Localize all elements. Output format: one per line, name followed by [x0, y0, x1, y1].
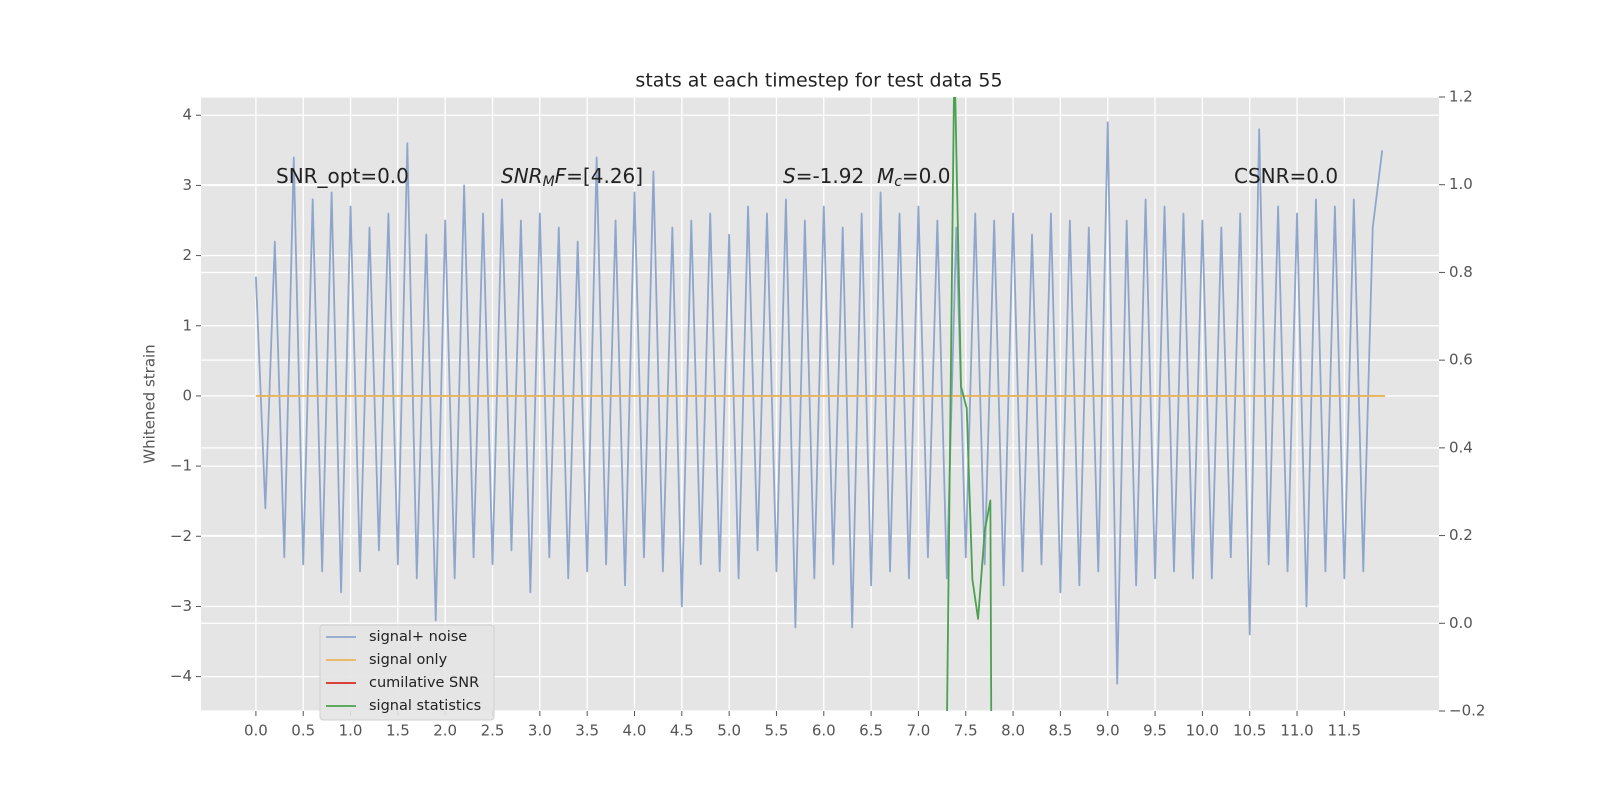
x-tick-label: 4.5 — [670, 722, 694, 740]
legend-box — [319, 624, 495, 721]
y-tick-label: 0 — [182, 386, 192, 404]
x-tick-label: 3.0 — [528, 722, 552, 740]
annotation: CSNR=0.0 — [1234, 164, 1338, 188]
x-tick-label: 9.5 — [1143, 722, 1167, 740]
annotation-run: =0.0 — [902, 164, 951, 188]
x-tick-label: 9.0 — [1096, 722, 1120, 740]
y-axis-label: Whitened strain — [141, 344, 159, 463]
y-tick-label: 3 — [182, 176, 192, 194]
annotation: S=-1.92 Mc=0.0 — [783, 164, 950, 191]
plot-marks — [254, 97, 1386, 711]
series-line — [946, 97, 993, 711]
y-tick-label: −4 — [170, 667, 192, 685]
x-tick-label: 8.0 — [1001, 722, 1025, 740]
annotation-run: SNR_opt=0.0 — [276, 164, 409, 188]
plot-area — [201, 97, 1439, 711]
x-tick-label: 11.0 — [1280, 722, 1313, 740]
y-tick-label: −2 — [170, 527, 192, 545]
annotation-run: SNR — [501, 164, 543, 188]
y2-tick-label: 0.8 — [1449, 263, 1473, 281]
x-tick-label: 6.5 — [859, 722, 883, 740]
axes: 0.0 0.5 1.0 1.5 2.0 2.5 3.0 3.5 4.0 4.5 5.0 5.5 6.0 6… — [170, 88, 1486, 740]
y-tick-label: 4 — [182, 106, 192, 124]
legend-label: signal+ noise — [369, 629, 467, 645]
annotation: SNR_opt=0.0 — [276, 164, 409, 188]
y-tick-label: 1 — [182, 316, 192, 334]
x-tick-label: 1.5 — [386, 722, 410, 740]
x-tick-label: 8.5 — [1048, 722, 1072, 740]
y2-tick-label: 1.0 — [1449, 175, 1473, 193]
annotation: SNRMF=[4.26] — [501, 164, 643, 191]
legend-label: signal only — [369, 652, 448, 668]
y2-tick-label: 0.4 — [1449, 438, 1473, 456]
x-tick-label: 5.0 — [717, 722, 741, 740]
y2-tick-label: −0.2 — [1449, 702, 1485, 720]
y2-tick-label: 0.2 — [1449, 526, 1473, 544]
x-tick-label: 7.0 — [907, 722, 931, 740]
series-line — [254, 121, 1384, 685]
annotation-run: CSNR=0.0 — [1234, 164, 1338, 188]
annotation-run: =[4.26] — [566, 164, 643, 188]
y2-tick-label: 0.0 — [1449, 614, 1473, 632]
legend-label: signal statistics — [369, 698, 481, 714]
x-tick-label: 7.5 — [954, 722, 978, 740]
x-tick-label: 6.0 — [812, 722, 836, 740]
y-tick-label: −3 — [170, 597, 192, 615]
annotation-run: c — [894, 174, 902, 190]
x-tick-label: 0.0 — [244, 722, 268, 740]
y2-tick-label: 0.6 — [1449, 351, 1473, 369]
y2-tick-label: 1.2 — [1449, 88, 1473, 106]
legend-label: cumilative SNR — [369, 675, 479, 691]
annotation-run: F — [555, 164, 567, 188]
x-tick-label: 2.0 — [433, 722, 457, 740]
chart-title: stats at each timestep for test data 55 — [635, 70, 1002, 92]
x-tick-label: 3.5 — [575, 722, 599, 740]
annotation-run: =-1.92 — [796, 164, 877, 188]
annotation-run: M — [543, 174, 555, 190]
x-tick-label: 4.0 — [623, 722, 647, 740]
x-tick-label: 11.5 — [1328, 722, 1361, 740]
x-tick-label: 0.5 — [291, 722, 315, 740]
x-tick-label: 10.5 — [1233, 722, 1266, 740]
y-tick-label: −1 — [170, 457, 192, 475]
y-tick-label: 2 — [182, 246, 192, 264]
x-tick-label: 1.0 — [339, 722, 363, 740]
annotation-run: S — [783, 164, 796, 188]
x-tick-label: 2.5 — [481, 722, 505, 740]
x-tick-label: 5.5 — [765, 722, 789, 740]
annotation-run: M — [877, 164, 894, 188]
x-tick-label: 10.0 — [1186, 722, 1219, 740]
